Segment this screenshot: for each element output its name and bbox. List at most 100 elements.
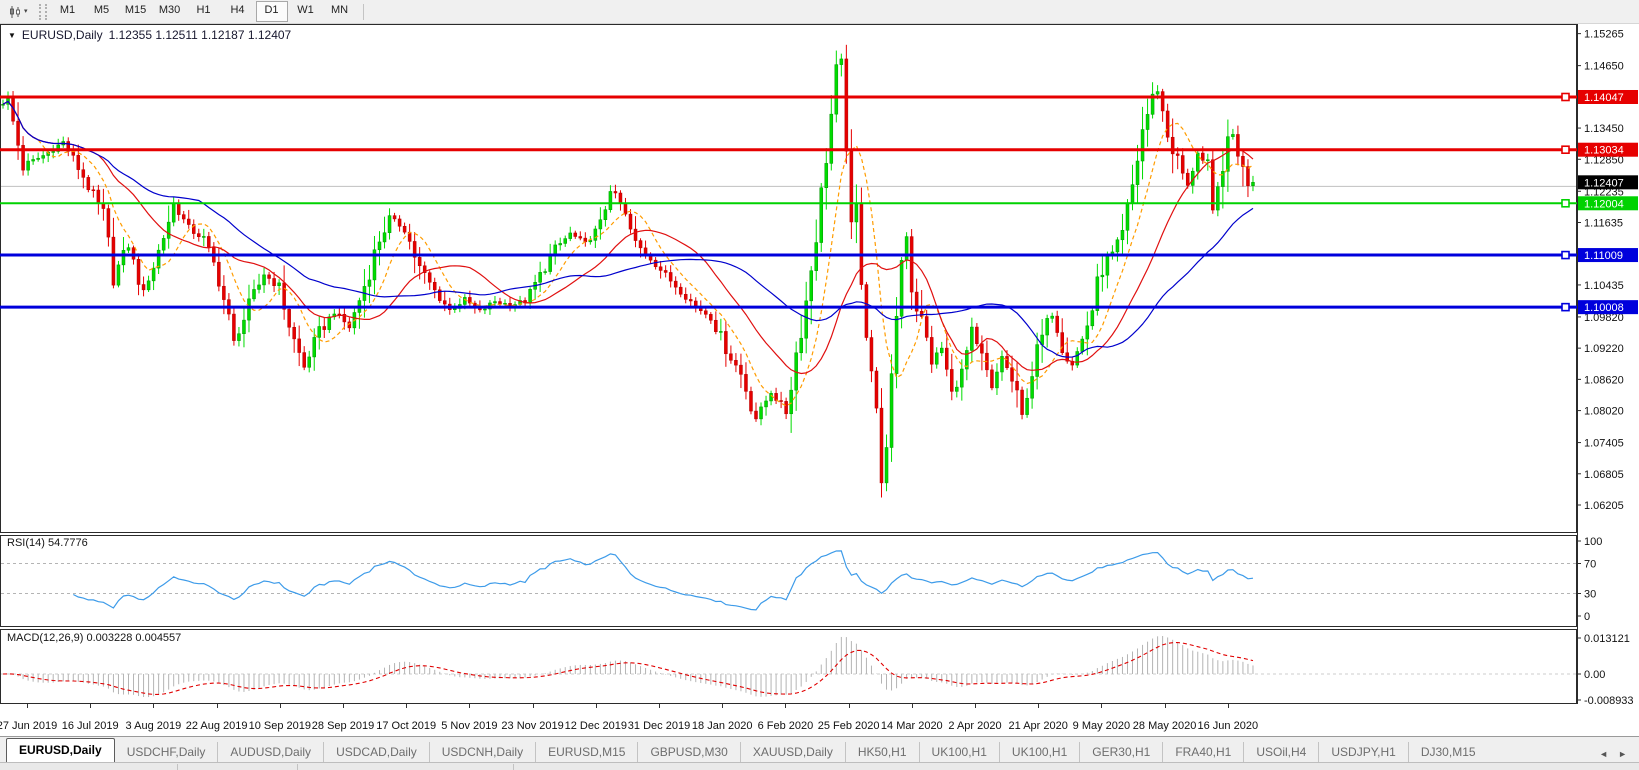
level-price-label-1.14047: 1.14047 <box>1578 89 1638 104</box>
date-label: 5 Nov 2019 <box>441 720 498 732</box>
price-tick-label: 1.11635 <box>1584 217 1623 229</box>
price-level-line-1.13034[interactable] <box>0 145 1577 155</box>
toolbar-grip[interactable] <box>38 3 47 20</box>
level-price-label-1.10008: 1.10008 <box>1578 300 1638 315</box>
price-level-line-1.10008[interactable] <box>0 302 1577 312</box>
date-label: 3 Aug 2019 <box>125 720 182 732</box>
price-tick-label: 1.12850 <box>1584 154 1624 166</box>
rsi-tick-label: 70 <box>1584 559 1596 571</box>
date-tick <box>595 704 597 708</box>
chart-canvas[interactable]: 1.152651.146501.134501.128501.122351.116… <box>0 24 1639 705</box>
timeframe-button-w1[interactable]: W1 <box>297 4 314 16</box>
timeframe-button-mn[interactable]: MN <box>330 4 349 16</box>
symbol-tab-uk100-h1[interactable]: UK100,H1 <box>918 742 999 762</box>
date-label: 18 Jan 2020 <box>691 720 753 732</box>
symbol-tab-fra40-h1[interactable]: FRA40,H1 <box>1162 742 1243 762</box>
symbol-tab-usdcad-daily[interactable]: USDCAD,Daily <box>323 742 429 762</box>
macd-histogram <box>7 636 1254 698</box>
status-bar <box>0 762 1639 770</box>
symbol-tab-eurusd-m15[interactable]: EURUSD,M15 <box>535 742 637 762</box>
svg-text:1.10008: 1.10008 <box>1584 302 1624 314</box>
moving-average-lines <box>2 100 1254 407</box>
date-tick <box>785 704 787 708</box>
timeframe-button-m15[interactable]: M15 <box>124 4 147 16</box>
timeframe-button-d1[interactable]: D1 <box>255 1 288 22</box>
chart-menu-icon[interactable]: ▼ <box>8 30 16 40</box>
date-tick <box>975 704 976 708</box>
level-price-label-1.13034: 1.13034 <box>1578 142 1638 157</box>
date-label: 21 Apr 2020 <box>1008 720 1068 732</box>
price-tick-label: 1.15265 <box>1584 29 1624 41</box>
price-level-line-1.12004[interactable] <box>0 198 1577 208</box>
macd-indicator-label: MACD(12,26,9) 0.003228 0.004557 <box>7 632 182 644</box>
date-label: 28 May 2020 <box>1132 720 1197 732</box>
symbol-tab-xauusd-daily[interactable]: XAUUSD,Daily <box>739 742 845 762</box>
date-axis[interactable]: 27 Jun 2019 16 Jul 2019 3 Aug 2019 22 Aug 2… <box>0 704 1639 736</box>
date-tick <box>1227 704 1229 708</box>
date-label: 9 May 2020 <box>1072 720 1131 732</box>
date-label: 16 Jul 2019 <box>61 720 119 732</box>
symbol-tab-usdcnh-daily[interactable]: USDCNH,Daily <box>428 742 535 762</box>
rsi-indicator-label: RSI(14) 54.7776 <box>7 537 88 549</box>
chart-ohlc-values: 1.12355 1.12511 1.12187 1.12407 <box>108 28 292 42</box>
symbol-tab-eurusd-daily[interactable]: EURUSD,Daily <box>6 738 115 763</box>
date-label: 31 Dec 2019 <box>627 720 691 732</box>
symbol-tab-usdchf-daily[interactable]: USDCHF,Daily <box>126 745 206 759</box>
date-tick <box>722 704 724 708</box>
price-tick-label: 1.07405 <box>1584 438 1624 450</box>
symbol-tab-usdjpy-h1[interactable]: USDJPY,H1 <box>1318 742 1407 762</box>
date-label: 27 Jun 2019 <box>0 720 58 732</box>
symbol-tab-uk100-h1[interactable]: UK100,H1 <box>998 742 1079 762</box>
date-label: 23 Nov 2019 <box>501 720 564 732</box>
timeframe-button-m1[interactable]: M1 <box>59 4 76 16</box>
symbol-tab-ger30-h1[interactable]: GER30,H1 <box>1079 742 1162 762</box>
date-tick <box>469 704 471 708</box>
current-price-label: 1.12407 <box>1578 175 1638 190</box>
tabs-navigation: ◄ ► <box>1599 749 1639 763</box>
tabs-scroll-right-icon[interactable]: ► <box>1618 749 1627 759</box>
chart-tool-button[interactable]: ▾ <box>3 1 33 22</box>
date-tick <box>848 704 850 708</box>
symbol-tab-audusd-daily[interactable]: AUDUSD,Daily <box>217 742 323 762</box>
level-price-label-1.11009: 1.11009 <box>1578 248 1638 263</box>
date-label: 2 Apr 2020 <box>948 720 1002 732</box>
tabs-scroll-left-icon[interactable]: ◄ <box>1599 749 1609 759</box>
symbol-tab-usoil-h4[interactable]: USOil,H4 <box>1243 742 1318 762</box>
symbol-tab-dj30-m15[interactable]: DJ30,M15 <box>1407 742 1488 762</box>
timeframe-button-h4[interactable]: H4 <box>230 4 245 16</box>
macd-min-label: -0.008933 <box>1584 695 1634 705</box>
date-label: 22 Aug 2019 <box>185 720 248 732</box>
chart-tabs-bar: EURUSD,Daily USDCHF,Daily AUDUSD,Daily USDC… <box>0 736 1639 763</box>
chart-symbol-label: EURUSD,Daily <box>21 28 103 42</box>
macd-signal-line <box>2 641 1254 695</box>
date-tick <box>90 704 92 708</box>
price-tick-label: 1.14650 <box>1584 61 1624 73</box>
level-price-label-1.12004: 1.12004 <box>1578 196 1638 211</box>
svg-text:1.14047: 1.14047 <box>1584 92 1624 104</box>
svg-text:1.11009: 1.11009 <box>1584 250 1623 262</box>
macd-max-label: 0.013121 <box>1584 633 1630 645</box>
price-tick-label: 1.08620 <box>1584 374 1624 386</box>
date-tick <box>911 704 913 708</box>
price-level-line-1.14047[interactable] <box>0 92 1577 102</box>
symbol-tab-hk50-h1[interactable]: HK50,H1 <box>844 742 919 762</box>
timeframe-button-h1[interactable]: H1 <box>196 4 211 16</box>
timeframe-button-m30[interactable]: M30 <box>158 4 181 16</box>
timeframe-button-m5[interactable]: M5 <box>93 4 110 16</box>
price-tick-label: 1.08020 <box>1584 406 1624 418</box>
date-tick <box>153 704 155 708</box>
date-label: 25 Feb 2020 <box>817 720 880 732</box>
rsi-line <box>73 550 1254 611</box>
date-label: 14 Mar 2020 <box>880 720 943 732</box>
price-tick-label: 1.09220 <box>1584 343 1624 355</box>
date-tick <box>1038 704 1040 708</box>
date-label: 6 Feb 2020 <box>757 720 814 732</box>
price-axis[interactable]: 1.152651.146501.134501.128501.122351.116… <box>1577 29 1638 705</box>
symbol-tab-gbpusd-m30[interactable]: GBPUSD,M30 <box>637 742 739 762</box>
svg-text:1.12407: 1.12407 <box>1584 177 1624 189</box>
price-level-line-1.11009[interactable] <box>0 250 1577 260</box>
date-tick <box>27 704 28 708</box>
price-tick-label: 1.06805 <box>1584 469 1624 481</box>
date-label: 16 Jun 2020 <box>1197 720 1259 732</box>
